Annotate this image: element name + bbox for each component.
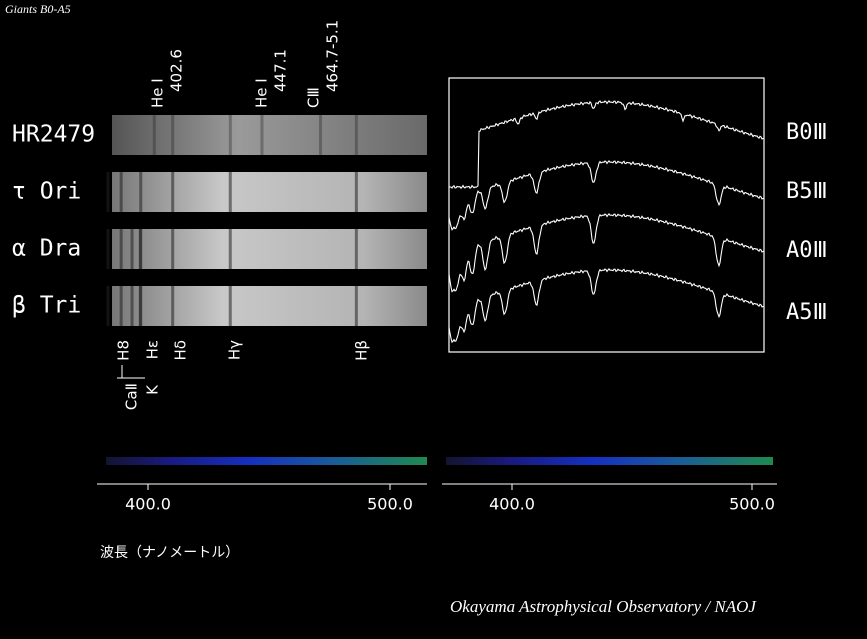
spectrum-strip [112, 229, 427, 269]
absorption-line [130, 286, 134, 326]
line-label: 447.1 [272, 49, 290, 92]
star-label: HR2479 [12, 122, 95, 148]
absorption-line [130, 229, 134, 269]
class-label: A0Ⅲ [786, 238, 828, 263]
absorption-line [319, 115, 323, 155]
spectrum-strip [112, 172, 427, 212]
line-label: CaⅡ [123, 383, 141, 410]
plot-frame [448, 77, 765, 353]
color-bar [106, 457, 427, 465]
class-label: B5Ⅲ [786, 179, 828, 204]
absorption-line [106, 229, 110, 269]
line-label: He I [149, 78, 167, 108]
spectrum-strip [112, 115, 427, 155]
tick-label: 500.0 [729, 495, 775, 514]
class-label: B0Ⅲ [786, 120, 828, 145]
absorption-line [228, 115, 232, 155]
color-bar [446, 457, 773, 465]
spectrum-curve [448, 100, 765, 190]
tick-label: 400.0 [125, 495, 171, 514]
star-label: α Dra [12, 236, 81, 262]
absorption-line [354, 172, 358, 212]
title: Giants B0-A5 [5, 2, 71, 16]
absorption-line [119, 229, 123, 269]
line-label: H8 [115, 340, 133, 361]
star-label: β Tri [12, 293, 81, 319]
line-label: Hγ [226, 340, 244, 360]
absorption-line [228, 172, 232, 212]
absorption-line [354, 115, 358, 155]
absorption-line [354, 286, 358, 326]
absorption-line [106, 172, 110, 212]
spectrum-curve [448, 160, 765, 231]
absorption-line [139, 172, 143, 212]
absorption-line [106, 286, 110, 326]
spectra-strips [106, 115, 427, 326]
absorption-line [171, 115, 175, 155]
line-label: Hβ [353, 340, 371, 361]
class-label: A5Ⅲ [786, 300, 828, 325]
axis-title: 波長（ナノメートル） [100, 545, 239, 561]
line-label: CⅢ [305, 87, 323, 108]
line-label: Hδ [172, 340, 190, 360]
line-label: He I [253, 78, 271, 108]
absorption-line [228, 286, 232, 326]
absorption-line [171, 286, 175, 326]
absorption-line [152, 115, 156, 155]
line-label: Hε [144, 340, 162, 359]
absorption-line [119, 286, 123, 326]
absorption-line [228, 229, 232, 269]
absorption-line [138, 229, 142, 269]
credit: Okayama Astrophysical Observatory / NAOJ [450, 597, 757, 616]
absorption-line [119, 172, 123, 212]
absorption-line [260, 115, 264, 155]
line-label: 464.7-5.1 [324, 20, 342, 92]
star-label: τ Ori [12, 179, 81, 205]
absorption-line [171, 229, 175, 269]
tick-label: 400.0 [489, 495, 535, 514]
absorption-line [354, 229, 358, 269]
spectra-curves [448, 100, 765, 344]
absorption-line [138, 286, 142, 326]
line-label: 402.6 [168, 49, 186, 92]
tick-label: 500.0 [367, 495, 413, 514]
spectrum-curve [448, 268, 765, 344]
line-label: K [144, 384, 162, 395]
spectrum-strip [112, 286, 427, 326]
absorption-line [171, 172, 175, 212]
spectrum-curve [448, 213, 765, 293]
